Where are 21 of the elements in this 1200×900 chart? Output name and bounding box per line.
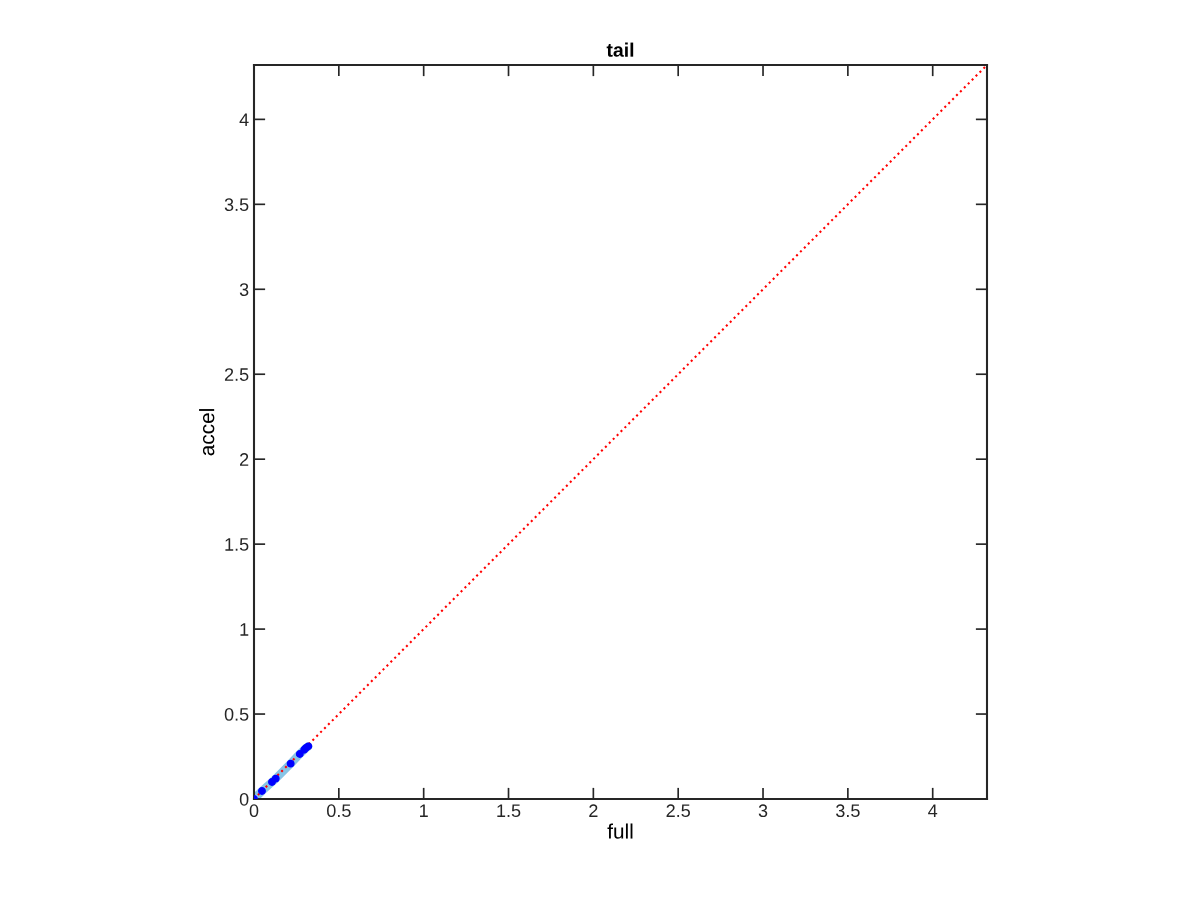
y-tick-label: 1.5 bbox=[225, 538, 249, 551]
y-tick-label: 2 bbox=[240, 453, 249, 466]
y-tick-label: 0 bbox=[239, 792, 249, 806]
y-tick-label: 3 bbox=[239, 283, 249, 296]
x-tick-label: 2.5 bbox=[666, 804, 690, 818]
y-tick-label: 3.5 bbox=[224, 198, 249, 212]
y-tick-label: 4 bbox=[239, 113, 249, 126]
x-tick-label: 0 bbox=[249, 804, 259, 818]
x-tick-label: 1 bbox=[420, 804, 428, 817]
x-axis-title: full bbox=[607, 823, 633, 839]
x-tick-label: 3.5 bbox=[836, 804, 860, 818]
y-axis-title: accel bbox=[199, 409, 215, 456]
x-tick-label: 3 bbox=[758, 804, 768, 818]
chart-title: tail bbox=[606, 42, 634, 57]
x-tick-label: 4 bbox=[928, 804, 938, 817]
y-tick-label: 1 bbox=[240, 623, 249, 636]
x-tick-label: 1.5 bbox=[497, 804, 521, 818]
x-tick-label: 2 bbox=[589, 804, 598, 817]
x-tick-label: 0.5 bbox=[326, 804, 351, 818]
y-tick-label: 0.5 bbox=[224, 707, 249, 721]
y-tick-label: 2.5 bbox=[224, 368, 249, 381]
